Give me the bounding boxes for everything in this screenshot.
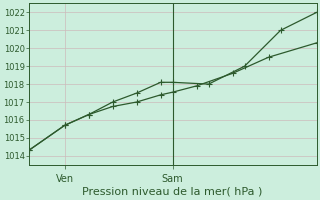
X-axis label: Pression niveau de la mer( hPa ): Pression niveau de la mer( hPa ): [83, 187, 263, 197]
